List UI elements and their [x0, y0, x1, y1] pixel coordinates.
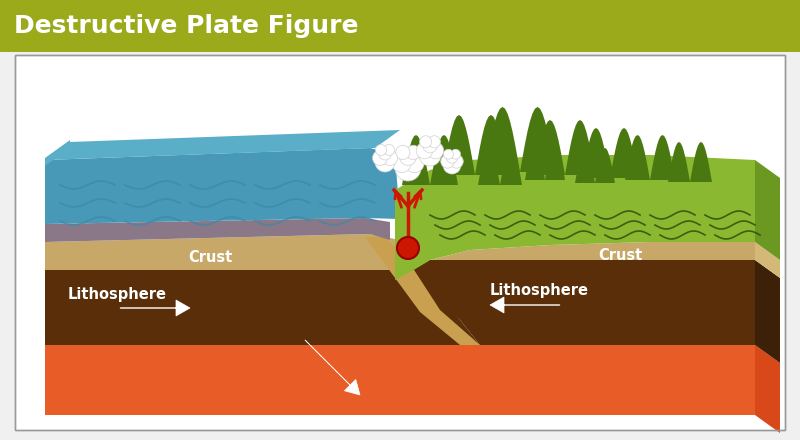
Circle shape: [378, 147, 391, 160]
Circle shape: [427, 143, 444, 159]
Polygon shape: [390, 242, 755, 272]
FancyArrow shape: [120, 300, 190, 316]
Polygon shape: [525, 142, 565, 180]
Polygon shape: [395, 155, 755, 280]
Circle shape: [392, 153, 411, 172]
Polygon shape: [45, 345, 755, 415]
Polygon shape: [755, 260, 780, 363]
Polygon shape: [443, 115, 507, 175]
Polygon shape: [45, 234, 400, 270]
Polygon shape: [45, 140, 70, 166]
Polygon shape: [582, 128, 638, 178]
Circle shape: [450, 154, 463, 168]
Text: Destructive Plate Figure: Destructive Plate Figure: [14, 14, 358, 38]
Polygon shape: [45, 130, 400, 160]
Polygon shape: [402, 135, 458, 185]
Circle shape: [419, 136, 432, 148]
Polygon shape: [15, 55, 785, 430]
Polygon shape: [755, 160, 780, 260]
Circle shape: [441, 154, 454, 168]
Circle shape: [383, 144, 394, 155]
Circle shape: [399, 148, 417, 165]
Text: Crust: Crust: [598, 247, 642, 263]
Circle shape: [450, 149, 461, 159]
Text: Lithosphere: Lithosphere: [490, 282, 589, 297]
Polygon shape: [755, 345, 780, 433]
Circle shape: [396, 145, 410, 160]
Circle shape: [419, 144, 441, 166]
FancyArrow shape: [490, 297, 560, 313]
Polygon shape: [365, 237, 480, 345]
Circle shape: [428, 136, 441, 148]
Circle shape: [382, 150, 398, 165]
Polygon shape: [45, 148, 400, 224]
Circle shape: [375, 152, 395, 172]
Polygon shape: [45, 270, 480, 345]
Circle shape: [443, 156, 461, 174]
Circle shape: [423, 139, 437, 153]
Circle shape: [446, 151, 458, 163]
Polygon shape: [575, 148, 615, 183]
Circle shape: [406, 145, 420, 160]
Circle shape: [395, 155, 421, 181]
Circle shape: [405, 153, 424, 172]
Circle shape: [373, 150, 387, 165]
Polygon shape: [45, 218, 390, 242]
Text: Crust: Crust: [188, 250, 232, 265]
Polygon shape: [535, 120, 595, 175]
Polygon shape: [390, 260, 755, 345]
Circle shape: [443, 149, 454, 159]
Circle shape: [416, 143, 433, 159]
Circle shape: [397, 237, 419, 259]
Polygon shape: [625, 135, 675, 180]
Polygon shape: [755, 242, 780, 278]
Polygon shape: [478, 145, 522, 185]
Polygon shape: [485, 107, 555, 172]
Text: Lithosphere: Lithosphere: [68, 287, 167, 302]
Polygon shape: [668, 142, 712, 182]
Polygon shape: [0, 0, 800, 52]
FancyArrow shape: [305, 340, 360, 395]
Circle shape: [375, 144, 386, 155]
